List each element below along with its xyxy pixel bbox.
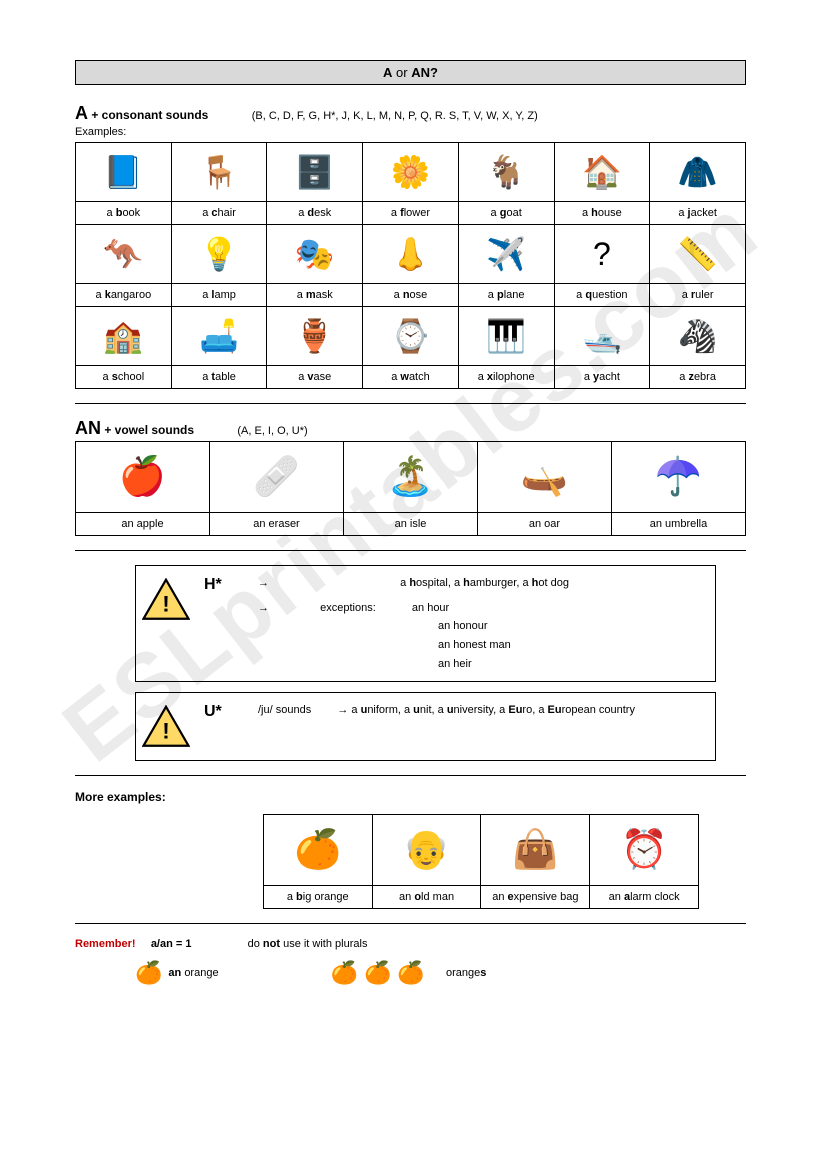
vocab-icon: 🍎 [76,442,210,513]
separator [75,403,746,404]
note-u-letter: U* [204,701,244,721]
vocab-icon: 🩹 [210,442,344,513]
vocab-label: a xilophone [458,366,554,389]
note-h-content: → a hospital, a hamburger, a hot dog → e… [258,574,705,673]
vocab-label: a jacket [650,202,746,225]
vocab-label: a big orange [263,886,372,909]
warning-icon: ! [142,705,190,752]
examples-label: Examples: [75,126,746,138]
vocab-label: a question [554,284,650,307]
vocab-label: a lamp [171,284,267,307]
separator [75,550,746,551]
note-u-content: /ju/ sounds → a uniform, a unit, a unive… [258,701,705,720]
vocab-label: a nose [363,284,459,307]
orange-examples-row: 🍊 an orange 🍊 🍊 🍊 oranges [75,960,746,986]
vocab-label: an alarm clock [590,886,699,909]
vocab-icon: 🛋️ [171,307,267,366]
orange-icon: 🍊 [331,960,358,986]
vocab-icon: 👴 [372,815,481,886]
vocab-label: a school [76,366,172,389]
vocab-label: an umbrella [612,513,746,536]
vocab-label: an apple [76,513,210,536]
more-examples-heading: More examples: [75,790,746,804]
vocab-label: a plane [458,284,554,307]
vocab-icon: ✈️ [458,225,554,284]
vocab-icon: ? [554,225,650,284]
vocab-icon: 🦓 [650,307,746,366]
vocab-icon: 🛥️ [554,307,650,366]
vocab-label: a yacht [554,366,650,389]
vocab-icon: 🏺 [267,307,363,366]
vocab-label: a chair [171,202,267,225]
vocab-icon: 🦘 [76,225,172,284]
vocab-label: a ruler [650,284,746,307]
vocab-label: an oar [478,513,612,536]
vocab-label: a vase [267,366,363,389]
vocab-label: an isle [344,513,478,536]
note-h-box: ! H* → a hospital, a hamburger, a hot do… [135,565,716,682]
vocab-icon: ⏰ [590,815,699,886]
more-examples-table: 🍊👴👜⏰ a big orangean old manan expensive b… [263,814,699,909]
vocab-icon: 🎹 [458,307,554,366]
vocab-icon: 🏝️ [344,442,478,513]
note-h-letter: H* [204,574,244,594]
vocab-label: a kangaroo [76,284,172,307]
consonant-table: 📘🪑🗄️🌼🐐🏠🧥 a booka chaira deska flowera goa… [75,142,746,389]
svg-text:!: ! [162,719,170,744]
vocab-icon: 🌼 [363,143,459,202]
vocab-icon: ☂️ [612,442,746,513]
vocab-label: an old man [372,886,481,909]
vowel-table: 🍎🩹🏝️🛶☂️ an applean eraseran islean oaran … [75,441,746,536]
vocab-label: a watch [363,366,459,389]
vocab-label: a desk [267,202,363,225]
section-a-heading: A + consonant sounds (B, C, D, F, G, H*,… [75,103,746,124]
vocab-label: a book [76,202,172,225]
vocab-icon: 🗄️ [267,143,363,202]
vocab-icon: 🎭 [267,225,363,284]
vocab-icon: 🪑 [171,143,267,202]
note-u-box: ! U* /ju/ sounds → a uniform, a unit, a … [135,692,716,761]
vocab-icon: 📏 [650,225,746,284]
vocab-label: a flower [363,202,459,225]
vocab-label: an expensive bag [481,886,590,909]
remember-row: Remember! a/an = 1 do not use it with pl… [75,938,746,950]
vocab-icon: 🏫 [76,307,172,366]
vocab-icon: 📘 [76,143,172,202]
svg-text:!: ! [162,591,170,616]
warning-icon: ! [142,578,190,625]
vocab-label: a zebra [650,366,746,389]
separator [75,923,746,924]
vocab-label: a table [171,366,267,389]
vocab-label: a house [554,202,650,225]
vocab-icon: 🍊 [263,815,372,886]
vocab-icon: 🐐 [458,143,554,202]
separator [75,775,746,776]
vocab-icon: 🛶 [478,442,612,513]
orange-icon: 🍊 [364,960,391,986]
orange-icon: 🍊 [397,960,424,986]
vocab-icon: 👃 [363,225,459,284]
orange-icon: 🍊 [135,960,162,986]
vocab-icon: ⌚ [363,307,459,366]
page-title: A or AN? [75,60,746,85]
vocab-label: a goat [458,202,554,225]
vocab-icon: 🧥 [650,143,746,202]
vocab-icon: 💡 [171,225,267,284]
vocab-icon: 👜 [481,815,590,886]
vocab-icon: 🏠 [554,143,650,202]
vocab-label: a mask [267,284,363,307]
vocab-label: an eraser [210,513,344,536]
section-an-heading: AN + vowel sounds (A, E, I, O, U*) [75,418,746,439]
